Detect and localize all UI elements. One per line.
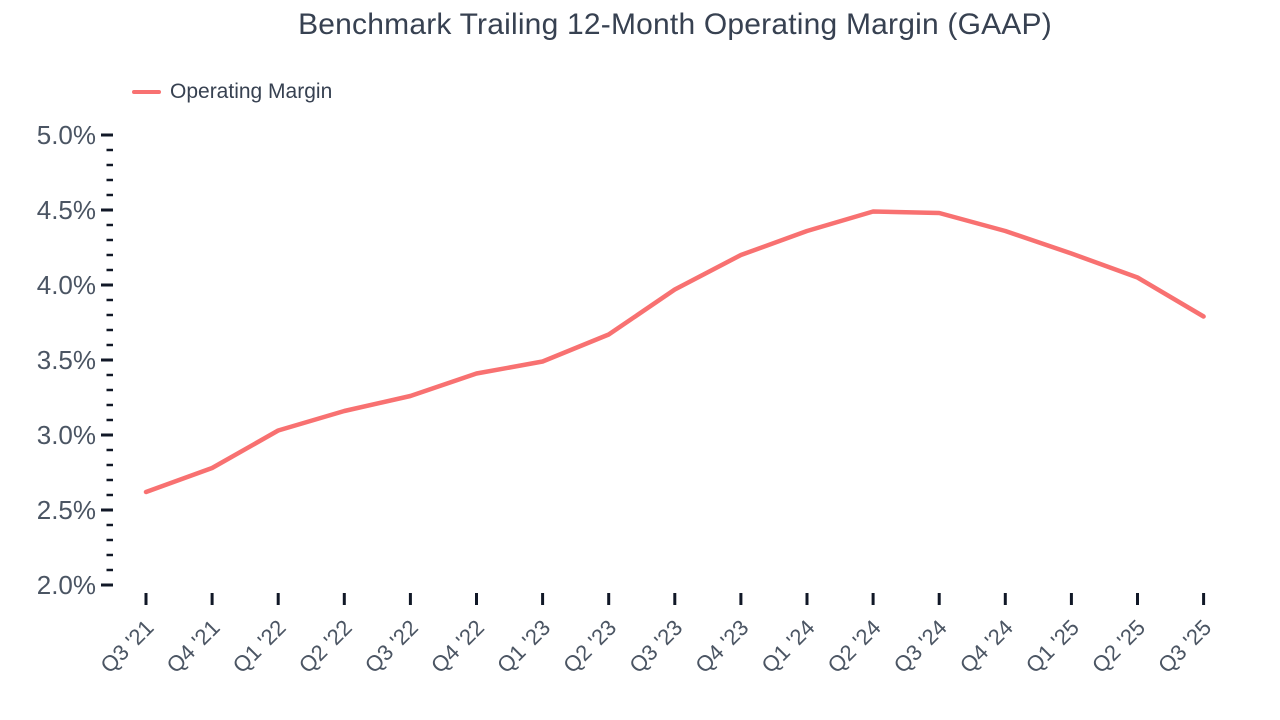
y-axis-label: 3.5% [37,345,96,375]
x-axis-label: Q4 '21 [162,615,225,678]
x-axis-label: Q1 '23 [492,615,555,678]
x-axis-label: Q2 '24 [823,615,886,678]
x-axis-label: Q3 '25 [1153,615,1216,678]
legend-swatch-operating-margin [132,89,161,95]
x-axis-label: Q1 '22 [228,615,291,678]
legend-label-operating-margin[interactable]: Operating Margin [170,80,333,103]
x-axis-label: Q4 '23 [690,615,753,678]
y-axis-label: 4.0% [37,270,96,300]
x-axis-label: Q2 '22 [294,615,357,678]
x-axis-label: Q1 '24 [757,615,820,678]
x-axis-label: Q2 '25 [1087,615,1150,678]
x-axis-label: Q4 '24 [955,615,1018,678]
chart-title: Benchmark Trailing 12-Month Operating Ma… [298,8,1052,41]
y-axis-label: 2.5% [37,495,96,525]
x-axis-label: Q3 '24 [889,615,952,678]
x-axis-label: Q1 '25 [1021,615,1084,678]
y-axis-label: 2.0% [37,570,96,600]
y-axis-label: 3.0% [37,420,96,450]
x-axis-label: Q3 '21 [96,615,159,678]
y-axis-label: 5.0% [37,120,96,150]
x-axis-label: Q3 '22 [360,615,423,678]
y-axis-label: 4.5% [37,195,96,225]
legend: Operating Margin [132,80,332,104]
x-axis-label: Q4 '22 [426,615,489,678]
x-axis-label: Q2 '23 [558,615,621,678]
series-line-operating-margin [143,209,1206,495]
x-axis-label: Q3 '23 [624,615,687,678]
